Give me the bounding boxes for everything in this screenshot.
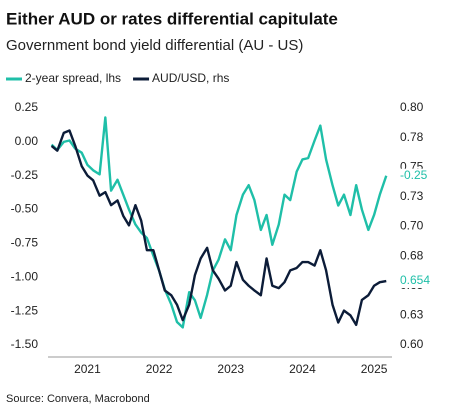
y-tick-label: -0.50 (11, 202, 39, 216)
chart-subtitle: Government bond yield differential (AU -… (6, 37, 303, 54)
y2-tick-label: 0.68 (400, 248, 424, 262)
y2-tick-label: 0.80 (400, 100, 424, 114)
series-line (50, 116, 388, 329)
y-tick-label: -1.25 (11, 303, 39, 317)
y-tick-label: -0.75 (11, 236, 39, 250)
legend-label: 2-year spread, lhs (25, 71, 121, 85)
y-tick-label: -1.00 (11, 269, 39, 283)
end-label-bg (397, 168, 437, 183)
y-tick-label: -1.50 (11, 337, 39, 351)
x-tick-label: 2021 (74, 362, 101, 376)
y2-tick-label: 0.63 (400, 308, 424, 322)
x-tick-label: 2022 (146, 362, 173, 376)
x-tick-label: 2023 (217, 362, 244, 376)
y-tick-label: 0.00 (15, 134, 39, 148)
y-tick-label: -0.25 (11, 168, 39, 182)
legend-label: AUD/USD, rhs (152, 71, 229, 85)
end-value-label: 0.654 (400, 273, 430, 287)
x-tick-label: 2024 (289, 362, 316, 376)
source: Source: Convera, Macrobond (6, 393, 150, 405)
x-tick-label: 2025 (361, 362, 388, 376)
end-value-label: -0.25 (400, 168, 428, 182)
y-tick-label: 0.25 (15, 100, 39, 114)
chart-title: Either AUD or rates differential capitul… (6, 9, 338, 28)
y2-tick-label: 0.70 (400, 219, 424, 233)
series-line (50, 129, 387, 327)
y2-tick-label: 0.78 (400, 130, 424, 144)
end-label-bg (397, 274, 437, 289)
y2-tick-label: 0.73 (400, 189, 424, 203)
y2-tick-label: 0.60 (400, 337, 424, 351)
